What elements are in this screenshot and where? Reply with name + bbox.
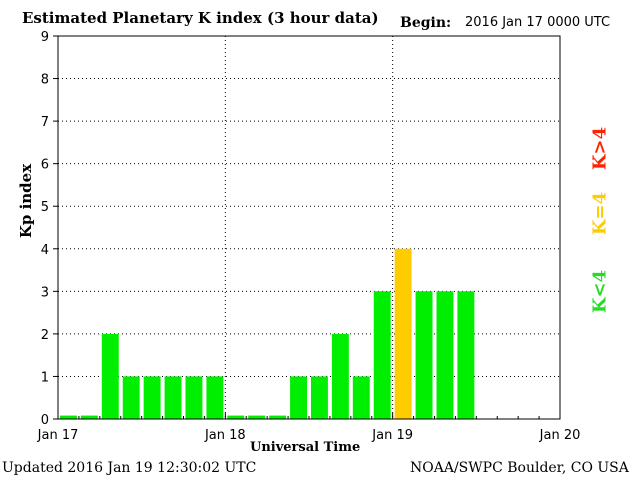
- legend-k-equal-4: K=4: [589, 191, 611, 236]
- kp-bar: [60, 415, 77, 419]
- kp-bar: [331, 333, 349, 419]
- y-tick-label: 4: [41, 243, 49, 258]
- kp-bar: [143, 376, 161, 419]
- y-tick-label: 9: [41, 30, 49, 45]
- kp-bar: [164, 376, 182, 419]
- x-axis-label: Universal Time: [250, 440, 361, 455]
- plot-frame: [57, 35, 561, 420]
- kp-bar: [373, 291, 391, 419]
- kp-bar: [185, 376, 203, 419]
- kp-bar: [206, 376, 224, 419]
- kp-bar: [311, 376, 328, 419]
- kp-bar: [352, 376, 370, 419]
- y-tick-label: 1: [41, 370, 49, 385]
- legend-k-above-4: K>4: [589, 126, 611, 171]
- chart-title: Estimated Planetary K index (3 hour data…: [22, 9, 379, 27]
- kp-bar: [248, 415, 266, 419]
- begin-value: 2016 Jan 17 0000 UTC: [465, 15, 611, 30]
- x-tick-label: Jan 19: [371, 428, 413, 443]
- kp-bar: [457, 291, 475, 419]
- x-tick-label: Jan 17: [37, 428, 79, 443]
- kp-bar: [436, 291, 454, 419]
- credit-line: NOAA/SWPC Boulder, CO USA: [410, 460, 629, 476]
- kp-bar: [80, 415, 98, 419]
- y-tick-label: 5: [41, 200, 49, 215]
- y-tick-label: 0: [41, 413, 49, 428]
- y-tick-label: 2: [41, 328, 49, 343]
- kp-bar: [394, 248, 412, 419]
- y-tick-label: 3: [41, 285, 49, 300]
- y-axis-label: Kp index: [17, 163, 35, 239]
- updated-timestamp: Updated 2016 Jan 19 12:30:02 UTC: [2, 460, 257, 476]
- y-tick-label: 7: [41, 115, 49, 130]
- kp-bar: [415, 291, 433, 419]
- kp-bar: [101, 333, 119, 419]
- legend-k-below-4: K<4: [589, 269, 611, 314]
- kp-bar: [290, 376, 307, 419]
- kp-bar: [269, 415, 287, 419]
- x-tick-label: Jan 18: [204, 428, 246, 443]
- kp-bar: [227, 415, 245, 419]
- y-tick-label: 8: [41, 73, 49, 88]
- x-tick-label: Jan 20: [539, 428, 581, 443]
- y-tick-label: 6: [41, 158, 49, 173]
- kp-bar: [122, 376, 140, 419]
- begin-label: Begin:: [400, 15, 452, 31]
